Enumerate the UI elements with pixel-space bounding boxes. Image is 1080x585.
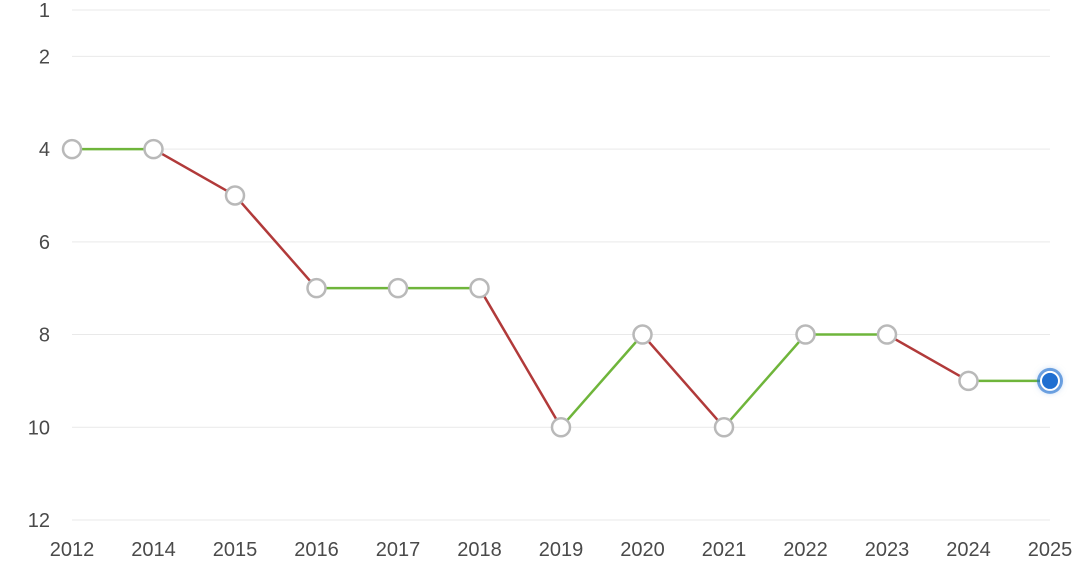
y-tick-label: 2 — [39, 46, 50, 68]
x-tick-label: 2012 — [50, 539, 95, 561]
x-tick-label: 2019 — [539, 539, 584, 561]
trend-segment — [643, 335, 725, 428]
x-tick-label: 2014 — [131, 539, 176, 561]
chart-svg: 1246810122012201420152016201720182019202… — [0, 0, 1080, 585]
data-point[interactable] — [715, 418, 733, 436]
data-point[interactable] — [145, 140, 163, 158]
trend-segment — [724, 335, 806, 428]
x-tick-label: 2021 — [702, 539, 747, 561]
x-tick-label: 2024 — [946, 539, 991, 561]
x-tick-label: 2022 — [783, 539, 828, 561]
x-tick-label: 2015 — [213, 539, 258, 561]
trend-segment — [480, 288, 562, 427]
y-tick-label: 4 — [39, 139, 50, 161]
x-tick-label: 2025 — [1028, 539, 1073, 561]
ranking-line-chart: 1246810122012201420152016201720182019202… — [0, 0, 1080, 585]
y-tick-label: 10 — [28, 417, 50, 439]
data-point[interactable] — [226, 186, 244, 204]
data-point[interactable] — [552, 418, 570, 436]
data-point[interactable] — [797, 326, 815, 344]
x-tick-label: 2016 — [294, 539, 339, 561]
x-tick-label: 2023 — [865, 539, 910, 561]
y-tick-label: 8 — [39, 325, 50, 347]
y-tick-label: 1 — [39, 0, 50, 22]
data-point[interactable] — [878, 326, 896, 344]
data-point[interactable] — [634, 326, 652, 344]
x-tick-label: 2017 — [376, 539, 421, 561]
x-tick-label: 2020 — [620, 539, 665, 561]
data-point[interactable] — [63, 140, 81, 158]
trend-segment — [561, 335, 643, 428]
y-tick-label: 6 — [39, 232, 50, 254]
data-point[interactable] — [308, 279, 326, 297]
trend-segment — [887, 335, 969, 381]
y-tick-label: 12 — [28, 510, 50, 532]
x-tick-label: 2018 — [457, 539, 502, 561]
current-point[interactable] — [1041, 372, 1059, 390]
trend-segment — [154, 149, 236, 195]
data-point[interactable] — [471, 279, 489, 297]
data-point[interactable] — [389, 279, 407, 297]
data-point[interactable] — [960, 372, 978, 390]
